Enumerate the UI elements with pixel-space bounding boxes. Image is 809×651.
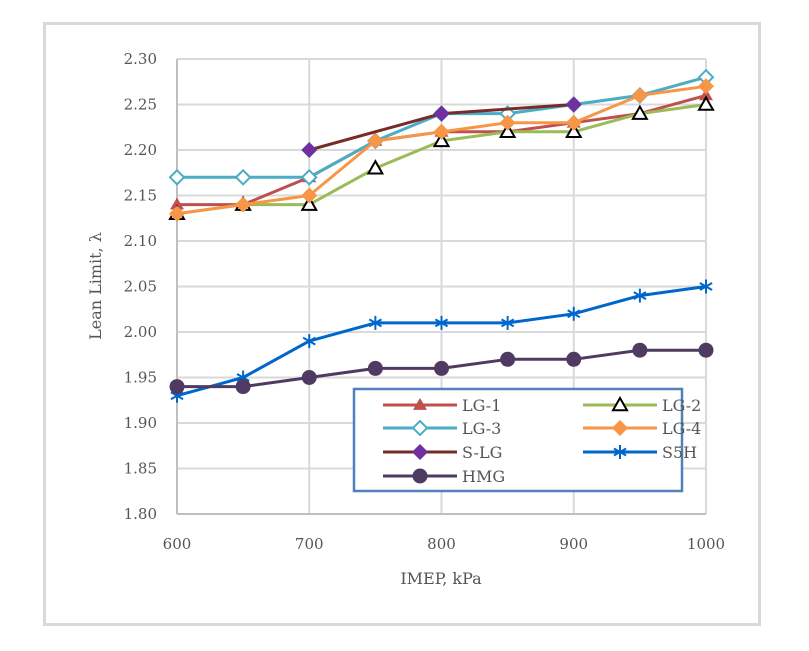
legend-label: LG-3 bbox=[462, 419, 501, 438]
y-tick-label: 2.20 bbox=[124, 141, 157, 159]
series-s5h bbox=[170, 279, 713, 403]
data-point bbox=[567, 306, 581, 321]
data-point bbox=[566, 351, 582, 367]
data-point bbox=[633, 288, 647, 303]
data-point bbox=[234, 168, 252, 186]
data-point bbox=[434, 360, 449, 376]
legend-label: LG-1 bbox=[462, 396, 501, 415]
data-point bbox=[300, 195, 318, 211]
data-point bbox=[698, 342, 714, 358]
data-point bbox=[498, 122, 517, 139]
legend-label: HMG bbox=[462, 467, 505, 486]
legend-label: S5H bbox=[662, 443, 697, 462]
series-lg-4 bbox=[169, 78, 714, 222]
x-tick-label: 800 bbox=[427, 535, 456, 553]
legend-marker bbox=[413, 398, 427, 410]
legend-item: HMG bbox=[383, 467, 505, 486]
data-point bbox=[565, 122, 583, 139]
data-point bbox=[170, 197, 184, 210]
y-tick-label: 2.00 bbox=[124, 323, 157, 341]
y-tick-label: 2.05 bbox=[124, 278, 157, 296]
legend-marker bbox=[412, 468, 428, 484]
legend-marker bbox=[411, 419, 429, 437]
y-tick-label: 2.25 bbox=[124, 96, 157, 114]
data-point bbox=[301, 142, 318, 158]
data-point bbox=[565, 96, 582, 113]
series-hmg bbox=[169, 342, 714, 395]
data-point bbox=[168, 168, 186, 186]
data-point bbox=[631, 104, 649, 120]
data-point bbox=[699, 88, 713, 101]
y-tick-label: 2.15 bbox=[124, 187, 157, 205]
legend-marker bbox=[613, 445, 627, 459]
data-point bbox=[698, 78, 714, 95]
legend-marker bbox=[611, 395, 629, 412]
y-tick-label: 2.10 bbox=[124, 232, 157, 250]
y-tick-label: 1.85 bbox=[124, 460, 157, 478]
legend-marker bbox=[612, 420, 628, 436]
data-point bbox=[169, 205, 185, 222]
data-point bbox=[301, 370, 317, 385]
y-tick-label: 1.90 bbox=[124, 414, 157, 432]
x-tick-label: 1000 bbox=[687, 535, 725, 553]
data-point bbox=[302, 334, 316, 349]
x-tick-label: 900 bbox=[559, 535, 588, 553]
data-point bbox=[367, 132, 384, 149]
data-point bbox=[169, 379, 185, 395]
series-group bbox=[168, 68, 715, 403]
data-point bbox=[301, 187, 318, 204]
data-point bbox=[699, 279, 713, 294]
legend-item: LG-2 bbox=[583, 395, 701, 415]
data-point bbox=[366, 159, 385, 175]
legend-label: LG-4 bbox=[662, 419, 701, 438]
legend-item: LG-4 bbox=[583, 419, 701, 438]
legend-item: S-LG bbox=[383, 443, 502, 462]
series-s-lg bbox=[301, 96, 582, 158]
legend-item: LG-3 bbox=[383, 419, 501, 438]
data-point bbox=[499, 114, 516, 131]
legend-marker bbox=[412, 444, 428, 460]
legend: LG-1 LG-2 LG-3 LG-4 S-LG S5H HMG bbox=[352, 387, 701, 493]
axes: 1.80 1.85 1.90 1.95 2.00 2.05 2.10 2.15 2.20 2.25… bbox=[124, 50, 726, 553]
y-tick-label: 1.95 bbox=[124, 369, 157, 387]
data-point bbox=[235, 196, 252, 213]
legend-item: S5H bbox=[583, 443, 697, 462]
data-point bbox=[632, 342, 648, 358]
data-point bbox=[433, 105, 450, 122]
data-point bbox=[631, 87, 648, 104]
data-point bbox=[565, 114, 582, 131]
data-point bbox=[367, 360, 383, 376]
data-point bbox=[433, 123, 450, 140]
x-axis-title: IMEP, kPa bbox=[400, 569, 482, 588]
data-point bbox=[235, 379, 251, 395]
data-point bbox=[434, 315, 449, 330]
data-point bbox=[300, 168, 318, 186]
x-tick-label: 700 bbox=[295, 535, 324, 553]
data-point bbox=[368, 315, 382, 330]
data-point bbox=[432, 131, 451, 148]
legend-label: S-LG bbox=[462, 443, 502, 462]
y-tick-label: 2.30 bbox=[124, 50, 157, 68]
data-point bbox=[697, 95, 715, 111]
x-tick-label: 600 bbox=[163, 535, 192, 553]
legend-item: LG-1 bbox=[383, 396, 501, 415]
legend-label: LG-2 bbox=[662, 396, 701, 415]
data-point bbox=[501, 315, 515, 330]
y-tick-label: 1.80 bbox=[124, 505, 157, 523]
y-axis-title: Lean Limit, λ bbox=[86, 232, 105, 340]
data-point bbox=[500, 351, 516, 367]
